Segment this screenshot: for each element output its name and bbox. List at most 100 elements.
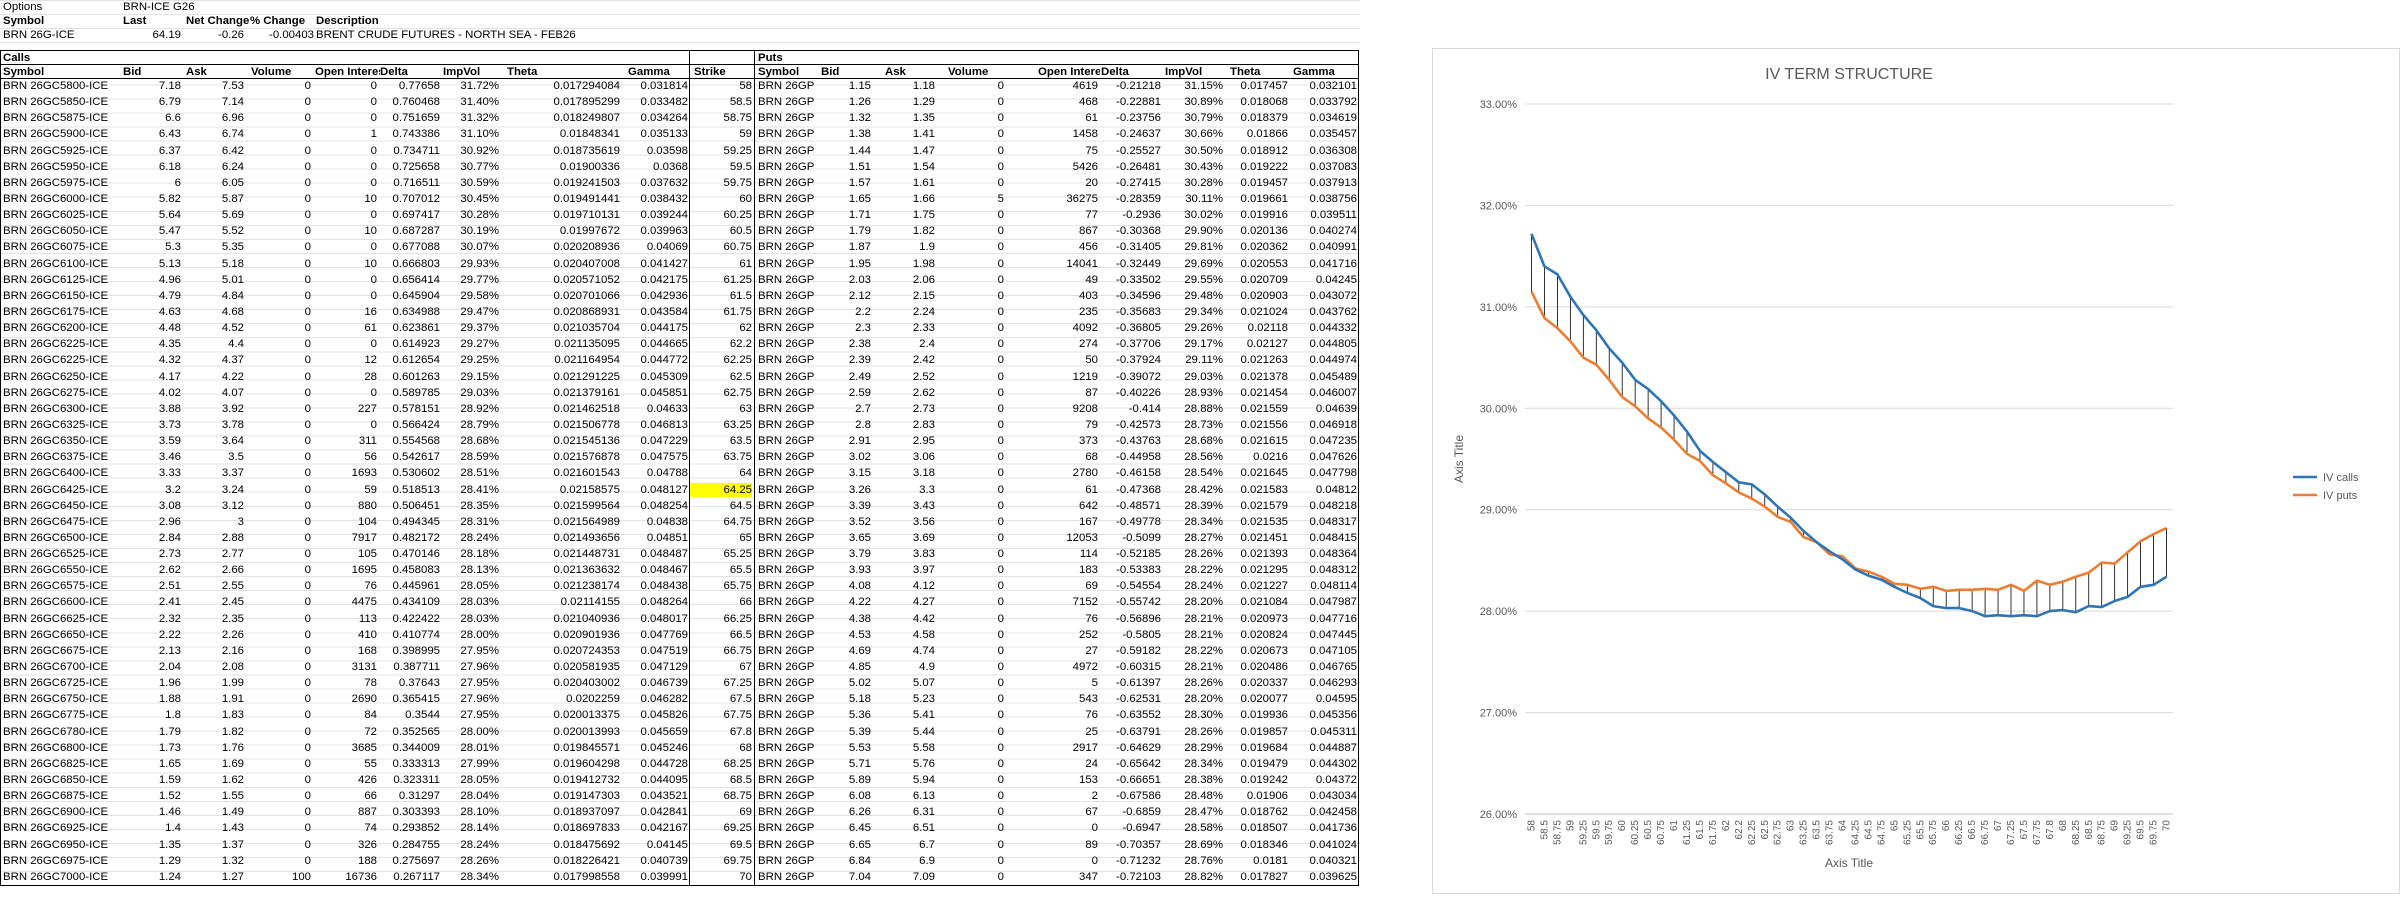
put-ask-cell[interactable]: 1.18 bbox=[912, 80, 935, 92]
put-symbol-cell[interactable]: BRN 26GP bbox=[758, 112, 815, 125]
call-ask-cell[interactable]: 4.4 bbox=[228, 338, 244, 351]
put-volume-cell[interactable]: 0 bbox=[997, 483, 1004, 496]
call-open-interest-cell[interactable]: 426 bbox=[357, 774, 377, 787]
put-symbol-cell[interactable]: BRN 26GP bbox=[758, 677, 815, 690]
call-volume-cell[interactable]: 0 bbox=[304, 418, 311, 431]
put-volume-cell[interactable]: 0 bbox=[997, 273, 1004, 286]
put-volume-cell[interactable]: 0 bbox=[997, 257, 1004, 270]
call-symbol-cell[interactable]: BRN 26GC6275-ICE bbox=[3, 386, 109, 399]
call-theta-cell[interactable]: 0.020868931 bbox=[553, 305, 620, 318]
put-delta-cell[interactable]: -0.67586 bbox=[1116, 790, 1161, 803]
call-open-interest-cell[interactable]: 1695 bbox=[351, 564, 377, 577]
put-bid-cell[interactable]: 1.57 bbox=[848, 176, 871, 189]
call-impvol-cell[interactable]: 28.03% bbox=[460, 596, 499, 609]
strike-cell[interactable]: 68.25 bbox=[723, 757, 752, 770]
put-impvol-cell[interactable]: 28.69% bbox=[1184, 838, 1223, 851]
put-volume-cell[interactable]: 0 bbox=[997, 677, 1004, 690]
call-symbol-cell[interactable]: BRN 26GC5925-ICE bbox=[3, 144, 109, 157]
call-bid-cell[interactable]: 6.37 bbox=[158, 144, 181, 157]
put-impvol-cell[interactable]: 28.88% bbox=[1184, 402, 1223, 415]
strike-cell[interactable]: 68.5 bbox=[729, 774, 752, 787]
call-gamma-cell[interactable]: 0.043584 bbox=[640, 305, 688, 318]
put-bid-cell[interactable]: 1.51 bbox=[848, 160, 871, 173]
put-open-interest-cell[interactable]: 642 bbox=[1078, 499, 1098, 512]
put-gamma-cell[interactable]: 0.041716 bbox=[1309, 257, 1357, 270]
call-open-interest-cell[interactable]: 12 bbox=[364, 354, 377, 367]
put-impvol-cell[interactable]: 29.17% bbox=[1184, 338, 1223, 351]
put-bid-cell[interactable]: 2.12 bbox=[848, 289, 871, 302]
table-row[interactable]: BRN 26GC6350-ICE 3.59 3.64 0 311 0.554568 28.6… bbox=[0, 434, 1360, 448]
put-theta-cell[interactable]: 0.021454 bbox=[1240, 386, 1288, 399]
call-volume-cell[interactable]: 0 bbox=[304, 483, 311, 496]
call-bid-cell[interactable]: 2.04 bbox=[158, 661, 181, 674]
put-delta-cell[interactable]: -0.46158 bbox=[1116, 467, 1161, 480]
put-delta-cell[interactable]: -0.61397 bbox=[1116, 677, 1161, 690]
put-gamma-cell[interactable]: 0.047626 bbox=[1309, 451, 1357, 464]
put-gamma-cell[interactable]: 0.042458 bbox=[1309, 806, 1357, 819]
call-volume-cell[interactable]: 0 bbox=[304, 322, 311, 335]
put-gamma-cell[interactable]: 0.045356 bbox=[1309, 709, 1357, 722]
call-gamma-cell[interactable]: 0.04145 bbox=[646, 838, 688, 851]
call-symbol-cell[interactable]: BRN 26GC6325-ICE bbox=[3, 418, 109, 431]
call-open-interest-cell[interactable]: 74 bbox=[364, 822, 377, 835]
put-gamma-cell[interactable]: 0.047105 bbox=[1309, 644, 1357, 657]
call-open-interest-cell[interactable]: 10 bbox=[364, 225, 377, 238]
call-delta-cell[interactable]: 0.623861 bbox=[392, 322, 440, 335]
call-symbol-cell[interactable]: BRN 26GC6825-ICE bbox=[3, 757, 109, 770]
call-delta-cell[interactable]: 0.352565 bbox=[392, 725, 440, 738]
call-gamma-cell[interactable]: 0.048127 bbox=[640, 483, 688, 496]
call-theta-cell[interactable]: 0.019491441 bbox=[553, 192, 620, 205]
call-ask-cell[interactable]: 1.49 bbox=[221, 806, 244, 819]
put-gamma-cell[interactable]: 0.048218 bbox=[1309, 499, 1357, 512]
call-gamma-cell[interactable]: 0.042841 bbox=[640, 806, 688, 819]
call-volume-cell[interactable]: 0 bbox=[304, 838, 311, 851]
call-open-interest-cell[interactable]: 0 bbox=[370, 160, 377, 173]
call-open-interest-cell[interactable]: 227 bbox=[357, 402, 377, 415]
call-theta-cell[interactable]: 0.021040936 bbox=[553, 612, 620, 625]
call-theta-cell[interactable]: 0.021291225 bbox=[553, 370, 620, 383]
call-theta-cell[interactable]: 0.020208936 bbox=[553, 241, 620, 254]
put-ask-cell[interactable]: 5.76 bbox=[912, 757, 935, 770]
put-ask-cell[interactable]: 2.15 bbox=[912, 289, 935, 302]
call-theta-cell[interactable]: 0.01900336 bbox=[559, 160, 620, 173]
table-row[interactable]: BRN 26GC6175-ICE 4.63 4.68 0 16 0.634988 29.47… bbox=[0, 305, 1360, 319]
put-theta-cell[interactable]: 0.018507 bbox=[1240, 822, 1288, 835]
table-row[interactable]: BRN 26GC6025-ICE 5.64 5.69 0 0 0.697417 30.28%… bbox=[0, 208, 1360, 222]
put-open-interest-cell[interactable]: 9208 bbox=[1072, 402, 1098, 415]
call-impvol-cell[interactable]: 28.26% bbox=[460, 854, 499, 867]
strike-cell[interactable]: 62 bbox=[739, 322, 752, 335]
put-volume-cell[interactable]: 0 bbox=[997, 241, 1004, 254]
call-volume-cell[interactable]: 0 bbox=[304, 305, 311, 318]
put-symbol-cell[interactable]: BRN 26GP bbox=[758, 612, 815, 625]
call-ask-cell[interactable]: 6.24 bbox=[221, 160, 244, 173]
call-volume-cell[interactable]: 0 bbox=[304, 144, 311, 157]
put-theta-cell[interactable]: 0.020673 bbox=[1240, 644, 1288, 657]
strike-cell[interactable]: 67.75 bbox=[723, 709, 752, 722]
put-theta-cell[interactable]: 0.021559 bbox=[1240, 402, 1288, 415]
call-bid-cell[interactable]: 6.18 bbox=[158, 160, 181, 173]
put-open-interest-cell[interactable]: 61 bbox=[1085, 112, 1098, 125]
call-theta-cell[interactable]: 0.021135095 bbox=[554, 338, 620, 351]
put-symbol-cell[interactable]: BRN 26GP bbox=[758, 806, 815, 819]
put-bid-cell[interactable]: 3.93 bbox=[848, 564, 871, 577]
call-bid-cell[interactable]: 3.73 bbox=[158, 418, 181, 431]
put-ask-cell[interactable]: 6.9 bbox=[919, 854, 935, 867]
call-theta-cell[interactable]: 0.017895299 bbox=[553, 96, 620, 109]
table-row[interactable]: BRN 26GC5975-ICE 6 6.05 0 0 0.716511 30.59% 0.0… bbox=[0, 176, 1360, 190]
table-row[interactable]: BRN 26GC6775-ICE 1.8 1.83 0 84 0.3544 27.95% 0.… bbox=[0, 708, 1360, 722]
call-ask-cell[interactable]: 5.87 bbox=[221, 192, 244, 205]
table-row[interactable]: BRN 26GC6050-ICE 5.47 5.52 0 10 0.687287 30.19… bbox=[0, 224, 1360, 238]
put-delta-cell[interactable]: -0.24637 bbox=[1116, 128, 1161, 141]
put-bid-cell[interactable]: 4.85 bbox=[848, 661, 871, 674]
call-open-interest-cell[interactable]: 113 bbox=[358, 612, 377, 625]
call-gamma-cell[interactable]: 0.042936 bbox=[640, 289, 688, 302]
call-volume-cell[interactable]: 0 bbox=[304, 467, 311, 480]
call-impvol-cell[interactable]: 29.47% bbox=[460, 305, 499, 318]
call-open-interest-cell[interactable]: 66 bbox=[364, 790, 377, 803]
call-symbol-cell[interactable]: BRN 26GC6675-ICE bbox=[3, 644, 109, 657]
put-symbol-cell[interactable]: BRN 26GP bbox=[758, 709, 815, 722]
call-symbol-cell[interactable]: BRN 26GC6850-ICE bbox=[3, 774, 109, 787]
put-volume-cell[interactable]: 0 bbox=[997, 144, 1004, 157]
put-theta-cell[interactable]: 0.01906 bbox=[1246, 790, 1288, 803]
call-bid-cell[interactable]: 3.88 bbox=[158, 402, 181, 415]
